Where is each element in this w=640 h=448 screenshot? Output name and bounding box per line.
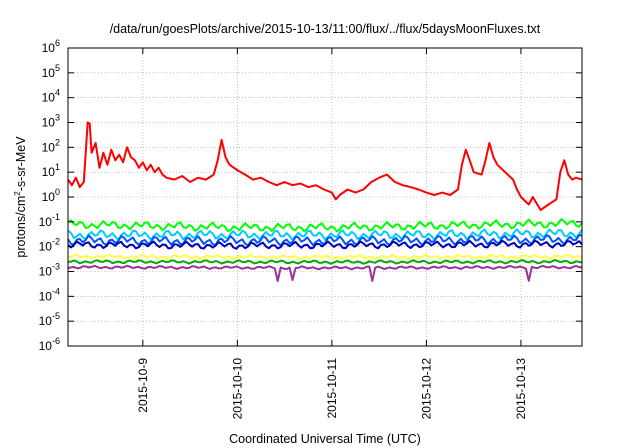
y-axis-label: protons/cm2-s-sr-MeV (13, 136, 28, 258)
series-line-5 (67, 239, 583, 250)
chart-title: /data/run/goesPlots/archive/2015-10-13/1… (110, 22, 541, 36)
x-tick-label: 2015-10-9 (136, 358, 150, 413)
y-tick-label: 10-2 (39, 237, 60, 254)
x-tick-label: 2015-10-11 (325, 358, 339, 419)
x-axis-label: Coordinated Universal Time (UTC) (229, 432, 421, 446)
series-line-7 (67, 259, 583, 265)
series-line-6 (67, 253, 583, 260)
y-tick-label: 105 (42, 63, 60, 80)
y-tick-label: 10-6 (39, 336, 60, 353)
y-tick-label: 10-1 (39, 212, 60, 229)
y-axis-label-post: -s-sr-MeV (14, 136, 28, 192)
y-tick-label: 101 (42, 162, 60, 179)
series-line-1 (67, 121, 583, 211)
y-tick-label: 10-5 (39, 311, 60, 328)
series-group (67, 121, 583, 282)
y-axis-label-pre: protons/cm (14, 196, 28, 258)
x-axis: 2015-10-9 2015-10-10 2015-10-11 2015-10-12 2… (136, 48, 528, 419)
x-tick-label: 2015-10-13 (514, 358, 528, 420)
x-tick-label: 2015-10-10 (230, 358, 244, 420)
y-tick-label: 102 (42, 137, 60, 154)
x-tick-label: 2015-10-12 (419, 358, 433, 420)
y-axis: 10-6 10-5 10-4 10-3 10-2 10-1 100 101 102 103 104 1… (39, 38, 582, 353)
y-tick-label: 103 (42, 113, 60, 130)
y-tick-label: 106 (42, 38, 60, 55)
y-axis-label-sup: 2 (13, 191, 22, 196)
y-tick-label: 104 (42, 88, 60, 105)
series-line-8 (67, 264, 583, 282)
y-tick-label: 10-4 (39, 286, 60, 303)
y-tick-label: 10-3 (39, 262, 60, 279)
series-line-2 (67, 218, 583, 233)
y-tick-label: 100 (42, 187, 60, 204)
